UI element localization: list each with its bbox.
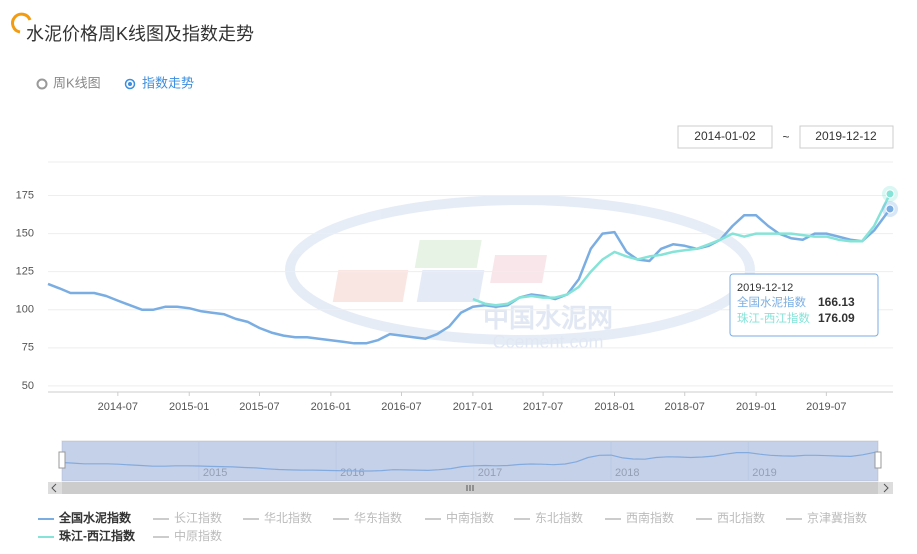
tooltip-name: 珠江-西江指数: [737, 311, 810, 325]
tab-1[interactable]: 指数走势: [124, 75, 195, 90]
zoom-label: 2016: [340, 467, 364, 479]
y-tick-label: 150: [16, 227, 34, 239]
scroll-right[interactable]: [883, 483, 889, 493]
legend-item[interactable]: 中原指数: [153, 528, 222, 543]
zoom-handle[interactable]: [58, 451, 66, 469]
start-date-box[interactable]: [677, 125, 773, 149]
start-date[interactable]: 2014-01-02: [694, 129, 756, 143]
x-tick-label: 2017-07: [523, 401, 563, 413]
legend-item[interactable]: 华北指数: [243, 510, 312, 525]
x-tick-label: 2018-01: [594, 401, 634, 413]
tooltip-date: 2019-12-12: [737, 282, 793, 294]
y-tick-label: 100: [16, 304, 34, 316]
zoom-label: 2015: [203, 467, 227, 479]
x-tick-label: 2018-07: [665, 401, 705, 413]
x-tick-label: 2017-01: [453, 401, 493, 413]
zoom-window: [62, 441, 878, 481]
legend-label: 西南指数: [626, 510, 674, 525]
legend-item[interactable]: 京津冀指数: [786, 510, 867, 525]
x-tick-label: 2016-01: [311, 401, 351, 413]
series-line: [472, 193, 892, 307]
zoom-label: 2018: [615, 467, 639, 479]
tooltip-value: 166.13: [818, 295, 855, 309]
zoom-label: 2019: [752, 467, 776, 479]
x-tick-label: 2019-01: [736, 401, 776, 413]
y-tick-label: 175: [16, 189, 34, 201]
scroll-grip: [466, 485, 474, 491]
title-icon: [11, 12, 32, 34]
legend-label: 东北指数: [535, 510, 583, 525]
scroll-left[interactable]: [51, 483, 57, 493]
legend-label: 全国水泥指数: [58, 510, 132, 525]
legend-item[interactable]: 西北指数: [696, 510, 765, 525]
legend-label: 珠江-西江指数: [59, 528, 136, 543]
y-tick-label: 75: [22, 342, 34, 354]
legend-label: 西北指数: [717, 510, 765, 525]
legend-item[interactable]: 东北指数: [514, 510, 583, 525]
page-title: 水泥价格周K线图及指数走势: [26, 24, 254, 44]
zoom-label: 2017: [478, 467, 502, 479]
zoom-handle[interactable]: [874, 451, 882, 469]
watermark-en: Ccement.com: [492, 332, 603, 352]
legend-label: 京津冀指数: [807, 510, 867, 525]
series-line: [47, 208, 892, 345]
end-point: [885, 189, 895, 199]
legend-item[interactable]: 西南指数: [605, 510, 674, 525]
end-date[interactable]: 2019-12-12: [815, 129, 877, 143]
legend-label: 中南指数: [446, 510, 494, 525]
legend-item[interactable]: 全国水泥指数: [38, 510, 132, 525]
range-separator: ~: [782, 130, 789, 144]
tooltip-name: 全国水泥指数: [737, 295, 806, 309]
legend-item[interactable]: 中南指数: [425, 510, 494, 525]
watermark: 中国水泥网 Ccement.com: [285, 195, 755, 352]
x-tick-label: 2015-01: [169, 401, 209, 413]
end-date-box[interactable]: [799, 125, 894, 149]
tooltip-value: 176.09: [818, 311, 855, 325]
tab-0[interactable]: 周K线图: [36, 75, 101, 90]
x-tick-label: 2014-07: [98, 401, 138, 413]
tab-label[interactable]: 指数走势: [142, 75, 194, 90]
watermark-cn: 中国水泥网: [483, 303, 613, 333]
legend-label: 中原指数: [174, 528, 222, 543]
tab-label[interactable]: 周K线图: [53, 75, 101, 90]
legend-item[interactable]: 珠江-西江指数: [38, 528, 136, 543]
tooltip-box: [729, 273, 879, 337]
end-point: [885, 204, 895, 214]
legend-label: 华北指数: [264, 510, 312, 525]
y-tick-label: 125: [16, 266, 34, 278]
y-tick-label: 50: [22, 380, 34, 392]
zoom-line: [61, 451, 879, 472]
x-tick-label: 2016-07: [381, 401, 421, 413]
x-tick-label: 2015-07: [239, 401, 279, 413]
legend-label: 长江指数: [174, 510, 222, 525]
legend-item[interactable]: 华东指数: [333, 510, 402, 525]
legend-item[interactable]: 长江指数: [153, 510, 222, 525]
x-tick-label: 2019-07: [806, 401, 846, 413]
zoom-track[interactable]: [61, 440, 879, 482]
legend-label: 华东指数: [354, 510, 402, 525]
